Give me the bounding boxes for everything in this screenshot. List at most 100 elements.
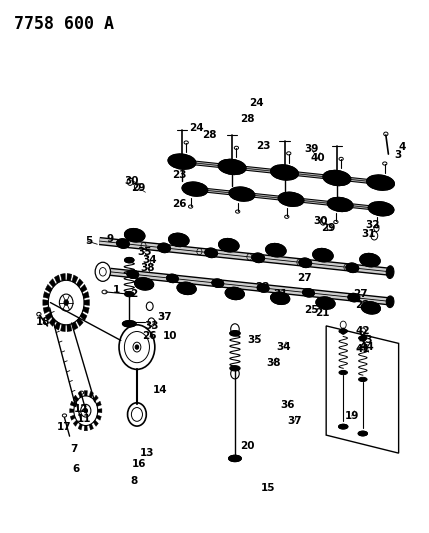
Ellipse shape [359,336,367,340]
Polygon shape [45,285,52,293]
Polygon shape [98,409,102,413]
Text: 17: 17 [57,422,72,432]
Polygon shape [94,395,98,401]
Polygon shape [60,273,65,281]
Ellipse shape [168,154,196,169]
Ellipse shape [124,292,134,297]
Text: 29: 29 [322,223,336,233]
Ellipse shape [169,233,189,247]
Text: 4: 4 [399,142,406,152]
Text: 11: 11 [76,414,91,424]
Text: 24: 24 [189,123,204,133]
Circle shape [360,335,366,341]
Polygon shape [83,292,89,298]
Text: 39: 39 [305,144,319,154]
Polygon shape [43,292,50,298]
Text: 29: 29 [131,183,146,193]
Text: 34: 34 [142,255,157,265]
Text: 35: 35 [248,335,262,345]
Polygon shape [76,279,83,287]
Text: 12: 12 [74,403,89,414]
Ellipse shape [348,293,360,302]
Text: 14: 14 [153,384,167,394]
Text: 32: 32 [366,220,380,230]
Ellipse shape [346,263,359,272]
Ellipse shape [230,330,240,336]
Text: 15: 15 [260,482,275,492]
Circle shape [64,300,68,305]
Ellipse shape [313,248,333,262]
Polygon shape [43,300,48,305]
Polygon shape [96,401,101,407]
Polygon shape [83,306,89,313]
Ellipse shape [124,229,145,242]
Ellipse shape [205,248,218,257]
Text: 38: 38 [266,358,281,368]
Text: 30: 30 [313,216,327,227]
Text: 22: 22 [255,281,269,292]
Text: 27: 27 [353,289,368,299]
Ellipse shape [218,159,246,174]
Polygon shape [67,324,72,332]
Text: 21: 21 [314,308,329,318]
Ellipse shape [166,274,178,282]
Ellipse shape [386,266,394,279]
Text: 26: 26 [142,332,157,342]
Ellipse shape [229,455,242,462]
Text: 36: 36 [281,400,295,410]
Circle shape [341,328,346,334]
Text: 7758 600 A: 7758 600 A [14,14,114,33]
Ellipse shape [271,165,298,180]
Ellipse shape [158,243,170,253]
Polygon shape [89,391,94,398]
Text: 31: 31 [362,229,376,239]
Text: 8: 8 [130,477,137,486]
Polygon shape [84,300,90,305]
Ellipse shape [367,175,394,190]
Ellipse shape [177,282,196,295]
Ellipse shape [122,320,136,327]
Ellipse shape [369,202,394,216]
Text: 9: 9 [106,234,114,244]
Ellipse shape [117,239,129,248]
Text: 26: 26 [172,199,187,209]
Circle shape [135,345,139,349]
Ellipse shape [127,270,139,278]
Text: 37: 37 [287,416,302,426]
Text: 19: 19 [344,411,359,421]
Ellipse shape [225,287,245,300]
Ellipse shape [359,377,367,382]
Polygon shape [45,313,52,321]
Text: 37: 37 [157,312,172,322]
Text: 22: 22 [356,300,370,310]
Text: 3: 3 [394,150,402,160]
Ellipse shape [271,292,290,304]
Ellipse shape [339,329,347,333]
Polygon shape [70,415,75,420]
Polygon shape [70,401,75,407]
Polygon shape [89,424,94,430]
Ellipse shape [338,424,348,429]
Text: 21: 21 [273,289,288,299]
Ellipse shape [257,284,269,292]
Ellipse shape [302,288,314,297]
Polygon shape [94,420,98,426]
Text: 7: 7 [70,445,78,455]
Text: 28: 28 [202,130,217,140]
Circle shape [84,409,88,413]
Ellipse shape [339,370,347,375]
Ellipse shape [316,297,335,309]
Text: 44: 44 [360,342,375,352]
Polygon shape [73,395,78,401]
Polygon shape [78,391,82,398]
Text: 1: 1 [113,285,120,295]
Polygon shape [43,306,50,313]
Ellipse shape [182,182,208,196]
Text: 23: 23 [172,171,187,180]
Text: 25: 25 [305,305,319,315]
Text: 28: 28 [241,114,255,124]
Ellipse shape [230,366,240,371]
Ellipse shape [252,253,265,263]
Ellipse shape [229,187,255,201]
Text: 6: 6 [73,464,80,474]
